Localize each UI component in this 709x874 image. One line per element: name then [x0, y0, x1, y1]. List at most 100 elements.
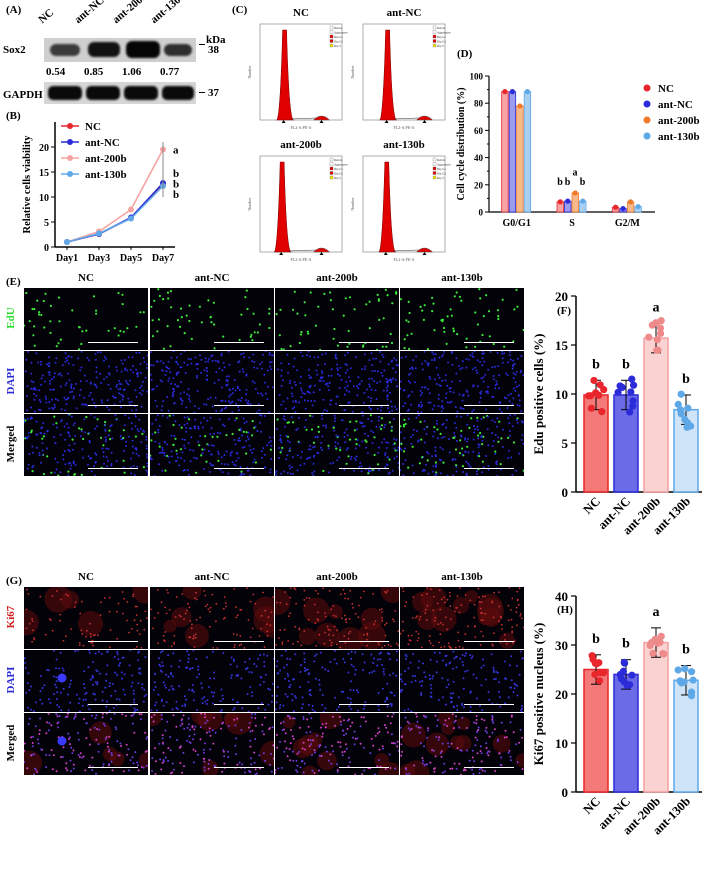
b-series-line-3 [66, 185, 164, 243]
flow-legend-swatch [329, 30, 334, 34]
micrograph-panel [400, 351, 524, 413]
f-data-point [648, 321, 656, 329]
d-bar-point [524, 89, 531, 95]
flow-legend-label: Dip G2 [334, 172, 343, 176]
d-legend-marker [643, 100, 651, 108]
flow-legend-swatch [329, 162, 334, 166]
micrograph-panel [24, 288, 148, 350]
b-y-tick-label: 5 [44, 218, 49, 229]
flow-g1-peak [273, 161, 292, 253]
flow-legend-label: Dip G2 [437, 40, 446, 44]
micrograph-panel [275, 713, 399, 775]
image-row-label: EdU [5, 307, 17, 329]
h-bar [613, 673, 639, 793]
gapdh-kda: 37 [208, 87, 219, 99]
micrograph-panel [150, 414, 274, 476]
flow-title: ant-200b [280, 139, 322, 151]
scale-bar [464, 767, 514, 768]
micrograph-panel [24, 414, 148, 476]
western-lane-label: ant-NC [72, 0, 107, 27]
flow-g1-peak [379, 29, 397, 121]
image-column-header: ant-130b [441, 272, 483, 284]
gapdh-blot [44, 82, 196, 104]
scale-bar [464, 704, 514, 705]
scale-bar [88, 342, 138, 343]
h-annotation: a [653, 605, 660, 620]
f-data-point [629, 397, 637, 405]
micrograph-panel [275, 351, 399, 413]
d-legend-label: ant-NC [658, 99, 693, 111]
micrograph-panel [400, 414, 524, 476]
b-y-axis-label: Relative cells viability [22, 135, 33, 234]
flow-legend-swatch [432, 175, 437, 180]
f-data-point [626, 408, 634, 416]
b-series-line-2 [66, 149, 164, 243]
b-point [96, 230, 102, 237]
image-column-header: ant-NC [194, 272, 230, 284]
flow-legend-swatch [329, 175, 334, 180]
f-y-tick-label: 10 [555, 387, 568, 402]
d-bar-point [627, 199, 634, 205]
b-y-tick-label: 15 [39, 168, 49, 179]
f-y-tick-label: 0 [562, 485, 569, 500]
flow-marker [422, 252, 427, 255]
flow-g1-peak [276, 29, 294, 121]
image-column-header: ant-200b [316, 272, 358, 284]
h-y-tick-label: 40 [555, 589, 568, 604]
h-data-point [689, 676, 697, 684]
flow-y-label: Number [350, 65, 355, 79]
panel-label-h: (H) [557, 604, 573, 616]
f-data-point [653, 336, 662, 344]
f-data-point [653, 346, 661, 354]
d-bar-point [612, 204, 619, 210]
kda-label: kDa [206, 34, 226, 46]
image-column-header: ant-NC [194, 571, 230, 583]
flow-legend-swatch [329, 39, 334, 43]
scale-bar [214, 641, 264, 642]
h-data-point [588, 652, 596, 660]
image-column-header: NC [78, 272, 94, 284]
h-data-point [628, 671, 636, 679]
h-data-point [687, 692, 696, 700]
gapdh-label: GAPDH [3, 89, 43, 101]
h-annotation: b [592, 632, 600, 647]
b-y-tick-label: 20 [39, 143, 49, 154]
western-ratio: 1.06 [122, 66, 142, 78]
image-row-label: DAPI [5, 367, 17, 395]
d-y-tick-label: 0 [479, 208, 484, 218]
flow-x-label: FL2-A:PE-A [394, 125, 415, 130]
d-bar-point [557, 199, 563, 205]
b-legend-marker [67, 123, 73, 129]
b-x-tick-label: Day3 [88, 253, 110, 264]
f-data-point [590, 376, 598, 385]
f-data-point [645, 333, 653, 341]
panel-label-g: (G) [6, 575, 22, 587]
b-point [128, 206, 134, 213]
flow-legend-label: Dip S [437, 176, 444, 180]
h-annotation: b [682, 643, 690, 658]
h-y-tick-label: 0 [562, 785, 569, 800]
flow-plot-frame [362, 23, 446, 121]
f-data-point [600, 386, 608, 394]
flow-legend-label: Dip G2 [334, 40, 343, 44]
b-x-tick-label: Day5 [120, 253, 142, 264]
flow-legend-swatch [432, 25, 437, 30]
b-legend-label: ant-130b [85, 169, 127, 181]
b-legend-label: ant-200b [85, 153, 127, 165]
scale-bar [214, 468, 264, 469]
flow-legend-label: Aggregates [334, 31, 348, 35]
flow-legend-label: Dip S [334, 176, 341, 180]
h-data-point [681, 665, 689, 673]
b-legend-label: ant-NC [85, 137, 120, 149]
flow-legend-label: Aggregates [334, 163, 348, 167]
d-annotation: a [573, 167, 578, 178]
h-bar [673, 679, 699, 793]
f-bar [613, 394, 639, 493]
h-y-tick-label: 30 [555, 638, 568, 653]
b-annotation: b [173, 168, 179, 180]
flow-g2-peak [312, 247, 331, 253]
scale-bar [339, 704, 389, 705]
f-data-point [587, 404, 595, 412]
